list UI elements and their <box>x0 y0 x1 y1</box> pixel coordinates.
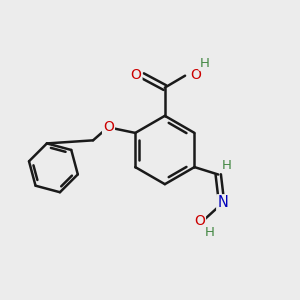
Text: N: N <box>217 195 228 210</box>
Text: H: H <box>200 57 209 70</box>
Text: O: O <box>103 120 114 134</box>
Text: H: H <box>204 226 214 239</box>
Text: O: O <box>190 68 201 82</box>
Text: H: H <box>222 159 232 172</box>
Text: O: O <box>130 68 142 82</box>
Text: O: O <box>194 214 205 228</box>
